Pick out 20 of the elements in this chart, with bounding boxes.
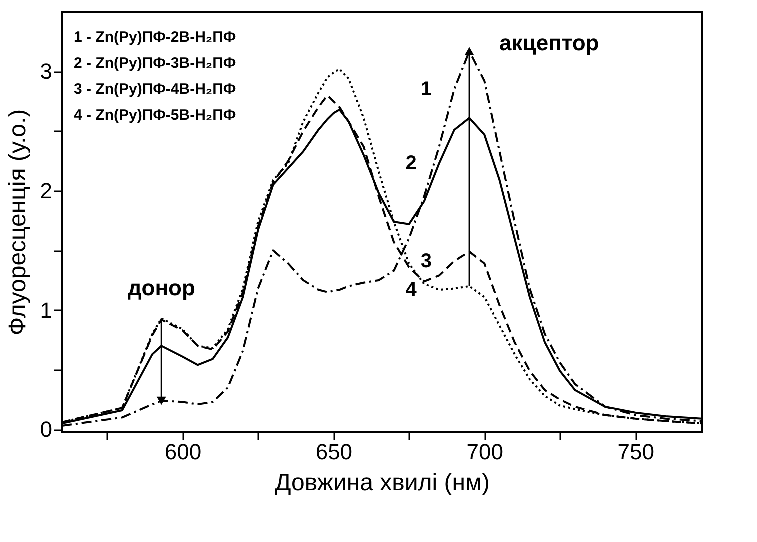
y-tick-label: 2 <box>40 178 52 204</box>
annotation: 3 <box>420 250 432 272</box>
annotation: 4 <box>406 279 418 302</box>
x-tick-label: 750 <box>618 440 654 464</box>
y-tick-label: 0 <box>40 417 52 442</box>
annotation: 2 <box>406 152 417 175</box>
x-tick-label: 700 <box>466 440 504 464</box>
x-tick-label: 650 <box>316 440 353 464</box>
y-tick-label: 3 <box>40 59 52 84</box>
annotation: 4 - Zn(Py)ПФ-5В-H₂ПФ <box>74 107 236 124</box>
x-axis-title: Довжина хвилі (нм) <box>275 470 490 496</box>
annotation: 1 - Zn(Py)ПФ-2В-H₂ПФ <box>74 29 236 46</box>
annotation: акцептор <box>500 30 600 56</box>
y-axis-title: Флуоресценція (у.о.) <box>4 109 32 336</box>
annotation: 2 - Zn(Py)ПФ-3В-H₂ПФ <box>74 55 236 72</box>
annotation: донор <box>128 276 196 301</box>
annotation: 3 - Zn(Py)ПФ-4В-H₂ПФ <box>74 81 236 98</box>
annotation: 1 <box>420 78 432 101</box>
y-tick-label: 1 <box>40 298 52 323</box>
x-tick-label: 600 <box>164 440 202 464</box>
